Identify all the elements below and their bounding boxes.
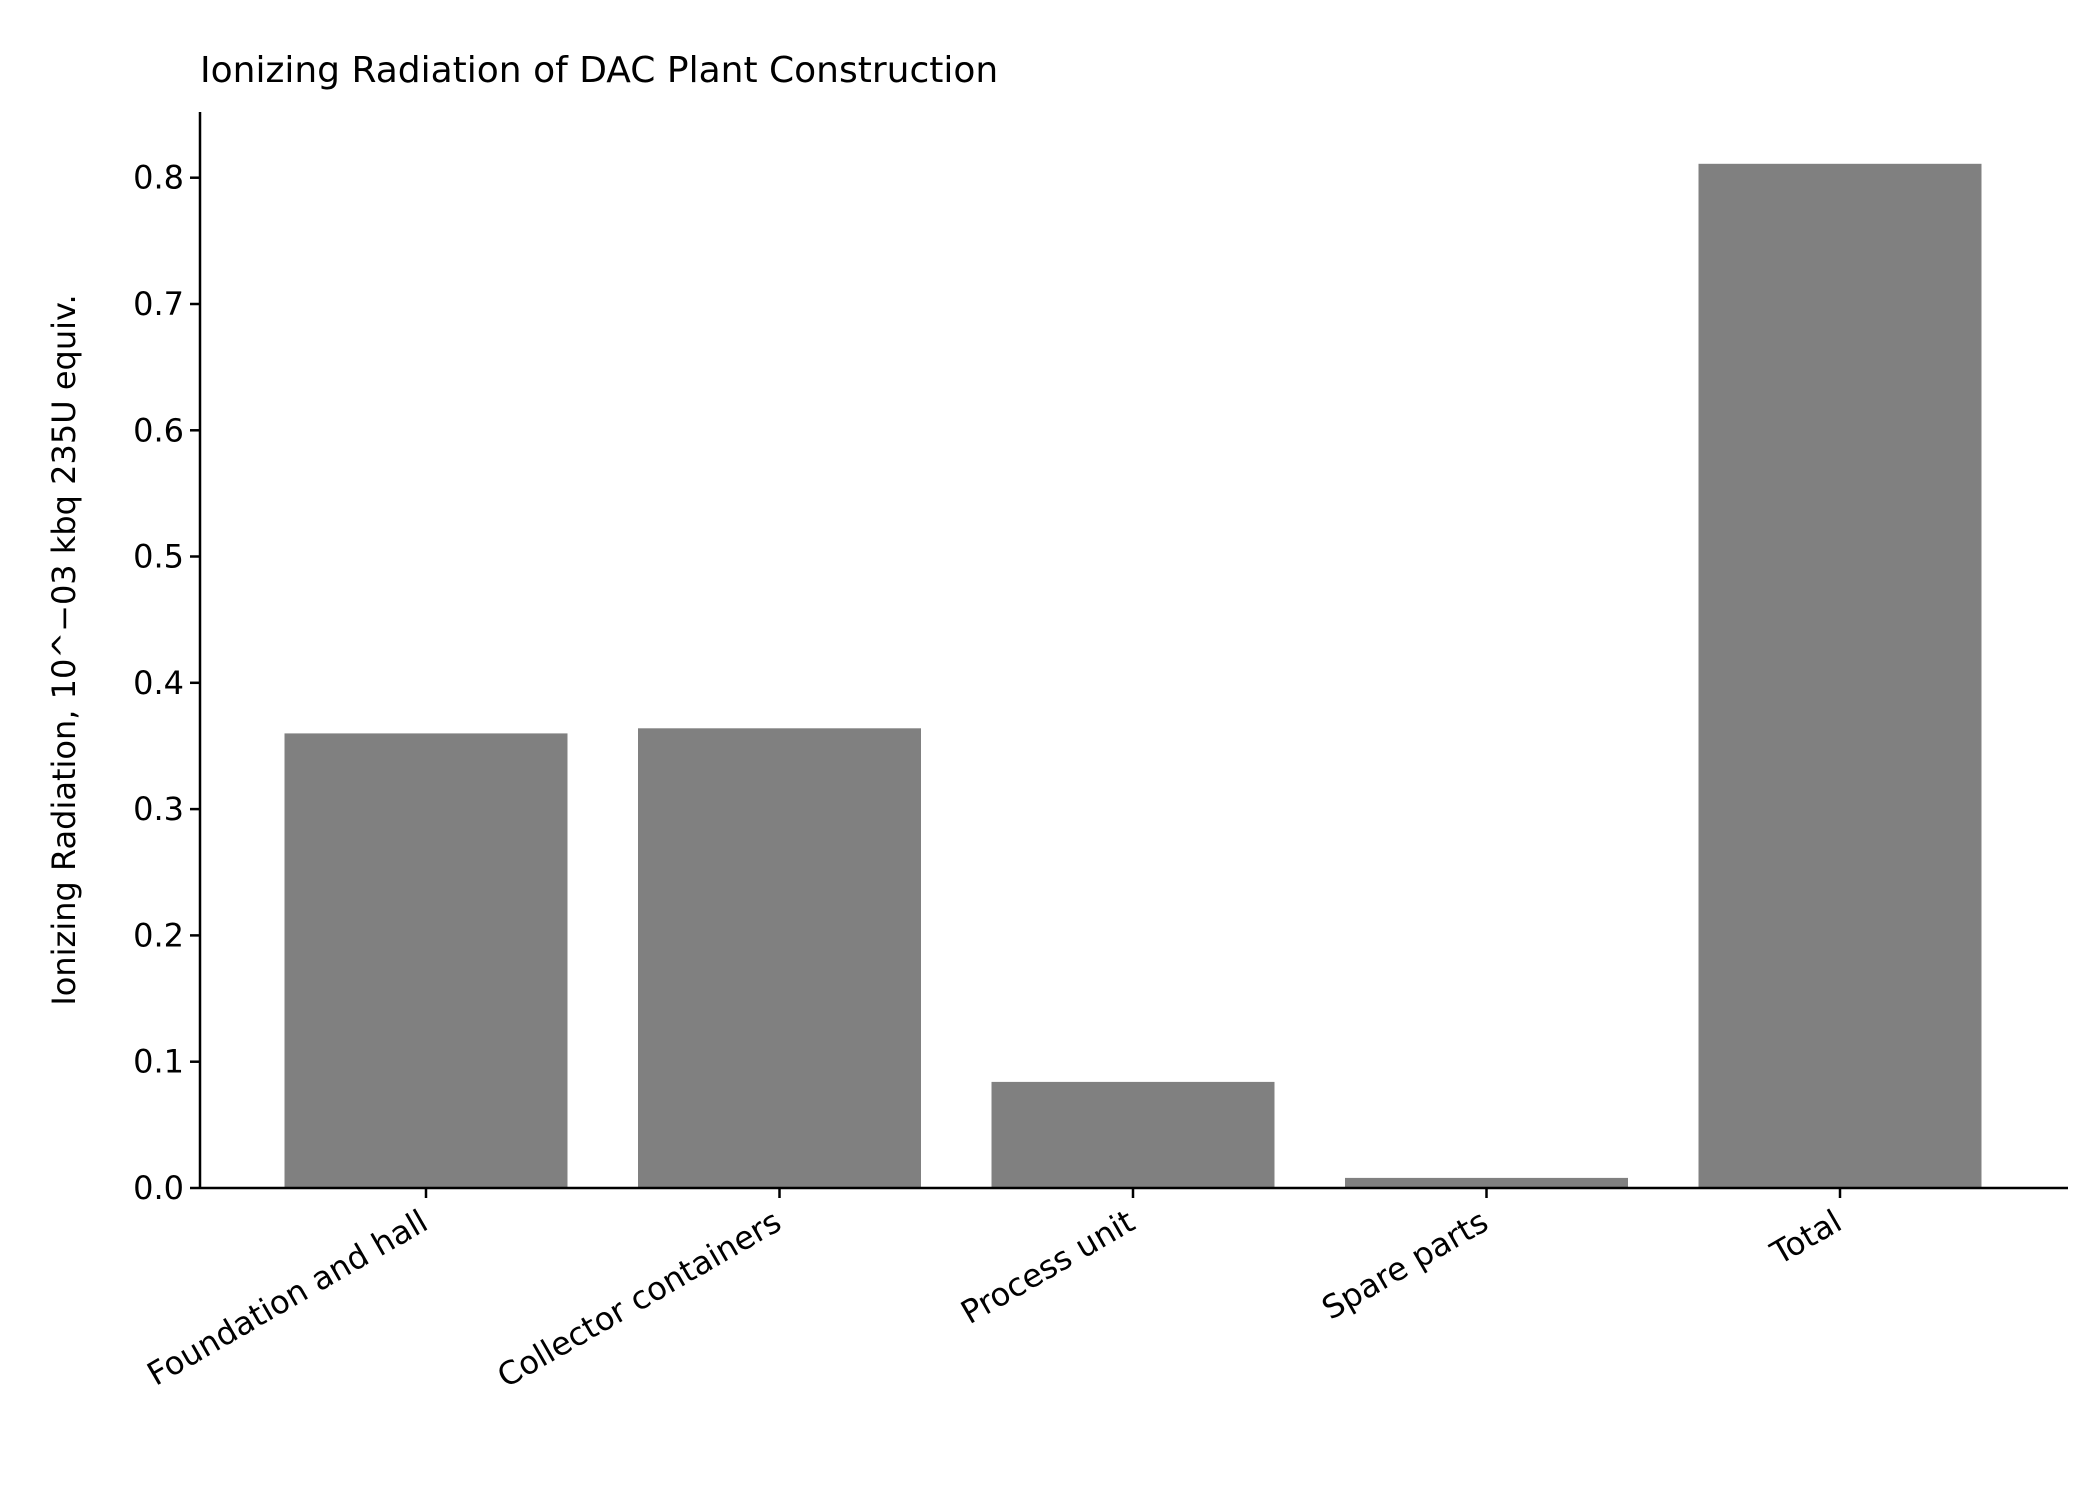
y-tick-label: 0.3 [133,790,184,828]
y-tick-label: 0.0 [133,1169,184,1207]
x-axis-ticks: Foundation and hall Collector containers P… [141,1188,1848,1395]
y-tick-label: 0.1 [133,1043,184,1081]
chart-title: Ionizing Radiation of DAC Plant Construc… [200,50,998,91]
bar-total [1698,163,1982,1188]
y-tick-label: 0.6 [133,411,184,449]
x-tick-label: Process unit [954,1202,1141,1332]
bar-spare-parts [1345,1177,1628,1188]
x-tick-label: Foundation and hall [141,1202,434,1393]
bars-group [284,163,1982,1188]
x-tick-label: Spare parts [1315,1202,1494,1327]
y-axis-label: Ionizing Radiation, 10^−03 kbq 235U equi… [45,294,83,1005]
y-tick-label: 0.7 [133,285,184,323]
bar-collector-containers [638,728,921,1188]
bar-foundation-and-hall [284,733,568,1188]
x-tick-label: Total [1763,1202,1848,1273]
bar-process-unit [991,1081,1275,1188]
y-axis-ticks: 0.0 0.1 0.2 0.3 0.4 0.5 0.6 0.7 0.8 [133,159,200,1207]
y-tick-label: 0.4 [133,664,184,702]
y-tick-label: 0.2 [133,916,184,954]
y-tick-label: 0.5 [133,538,184,576]
y-tick-label: 0.8 [133,159,184,197]
x-tick-label: Collector containers [491,1202,788,1395]
